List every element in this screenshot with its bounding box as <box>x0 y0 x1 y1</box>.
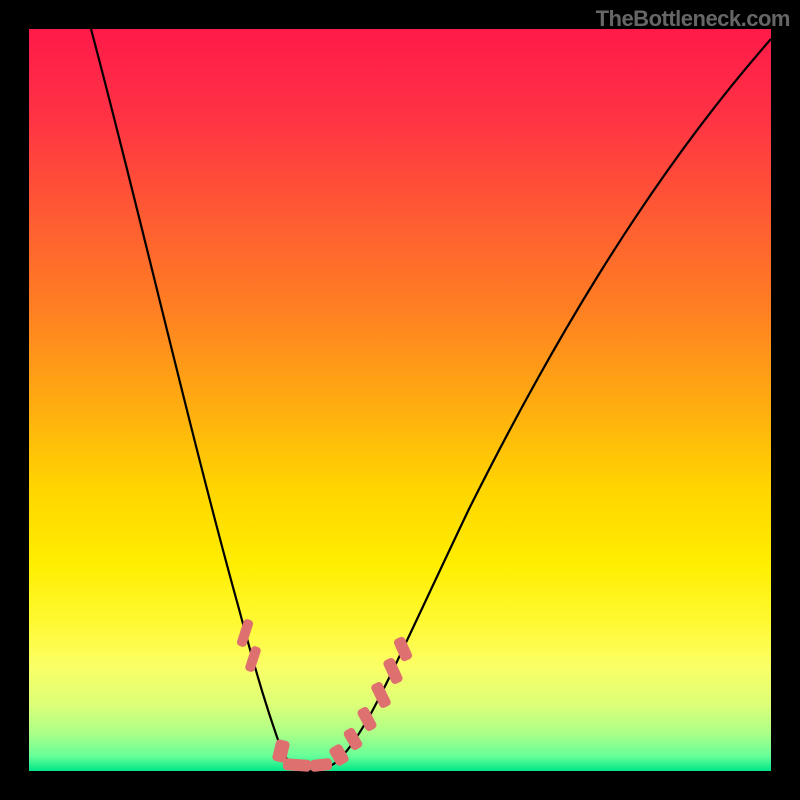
legend-blob <box>283 758 312 772</box>
bottleneck-curve <box>91 29 771 771</box>
curve-layer <box>29 29 771 771</box>
watermark-text: TheBottleneck.com <box>596 6 790 32</box>
plot-area <box>29 29 771 771</box>
legend-blob <box>309 758 332 772</box>
